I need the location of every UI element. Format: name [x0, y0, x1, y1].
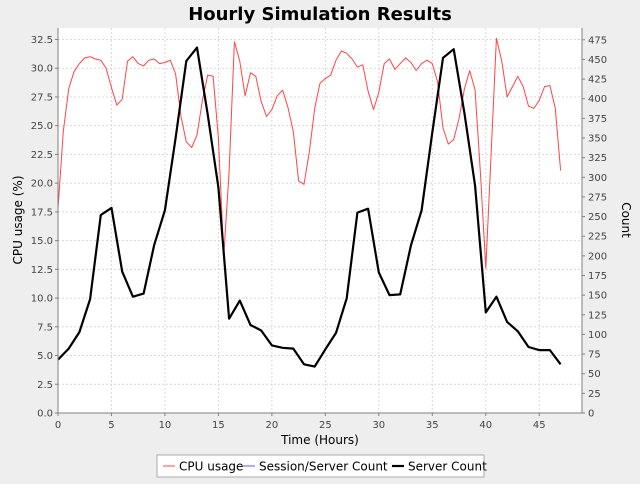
series-line-2	[57, 46, 562, 368]
legend-label: Server Count	[408, 460, 487, 474]
x-tick-label: 40	[479, 420, 492, 431]
y-axis-left-label: CPU usage (%)	[11, 175, 25, 264]
y-left-tick-label: 25.0	[31, 121, 53, 132]
x-tick-label: 5	[108, 420, 114, 431]
y-left-tick-label: 32.5	[31, 35, 53, 46]
y-right-tick-label: 225	[588, 232, 607, 243]
axes: 0 5 10 15 20 25 30 35 40 45 0.0 2.5 5.0 7.5 10.0 12.5 15…	[31, 28, 607, 431]
y-left-tick-label: 7.5	[37, 322, 53, 333]
x-tick-label: 10	[159, 420, 172, 431]
legend-label: CPU usage	[179, 460, 243, 474]
x-tick-label: 15	[212, 420, 225, 431]
y-left-tick-label: 17.5	[31, 207, 53, 218]
legend: CPU usage Session/Server Count Server Coun…	[156, 454, 487, 478]
y-right-tick-label: 400	[588, 94, 607, 105]
y-right-tick-label: 300	[588, 173, 607, 184]
y-right-tick-label: 75	[588, 350, 601, 361]
y-right-tick-label: 475	[588, 35, 607, 46]
y-right-tick-label: 250	[588, 212, 607, 223]
y-left-tick-label: 5.0	[37, 351, 53, 362]
y-right-tick-label: 200	[588, 251, 607, 262]
y-left-tick-label: 30.0	[31, 64, 53, 75]
y-right-tick-label: 350	[588, 134, 607, 145]
x-tick-label: 20	[266, 420, 279, 431]
plot-area	[58, 28, 582, 413]
series-line-0	[57, 37, 562, 269]
x-tick-label: 30	[372, 420, 385, 431]
chart-title: Hourly Simulation Results	[188, 4, 452, 25]
x-tick-label: 35	[426, 420, 439, 431]
y-left-tick-label: 0.0	[37, 409, 53, 420]
y-right-tick-label: 125	[588, 310, 607, 321]
y-right-tick-label: 375	[588, 114, 607, 125]
x-tick-label: 0	[55, 420, 61, 431]
y-axis-right-label: Count	[619, 202, 633, 238]
y-left-tick-label: 22.5	[31, 150, 53, 161]
y-right-tick-label: 425	[588, 75, 607, 86]
y-right-tick-label: 0	[588, 409, 594, 420]
y-left-tick-label: 12.5	[31, 265, 53, 276]
legend-box	[156, 454, 485, 478]
legend-label: Session/Server Count	[259, 460, 388, 474]
y-right-tick-label: 50	[588, 369, 601, 380]
y-right-tick-label: 150	[588, 291, 607, 302]
y-right-tick-label: 100	[588, 330, 607, 341]
y-left-tick-label: 2.5	[37, 380, 53, 391]
y-left-tick-label: 10.0	[31, 294, 53, 305]
y-left-tick-label: 27.5	[31, 92, 53, 103]
y-right-tick-label: 325	[588, 153, 607, 164]
x-tick-label: 45	[533, 420, 546, 431]
x-tick-label: 25	[319, 420, 332, 431]
y-left-tick-label: 15.0	[31, 236, 53, 247]
y-right-tick-label: 450	[588, 55, 607, 66]
x-axis-label: Time (Hours)	[280, 433, 359, 447]
y-right-tick-label: 275	[588, 192, 607, 203]
y-right-tick-label: 25	[588, 389, 601, 400]
y-right-tick-label: 175	[588, 271, 607, 282]
y-left-tick-label: 20.0	[31, 179, 53, 190]
